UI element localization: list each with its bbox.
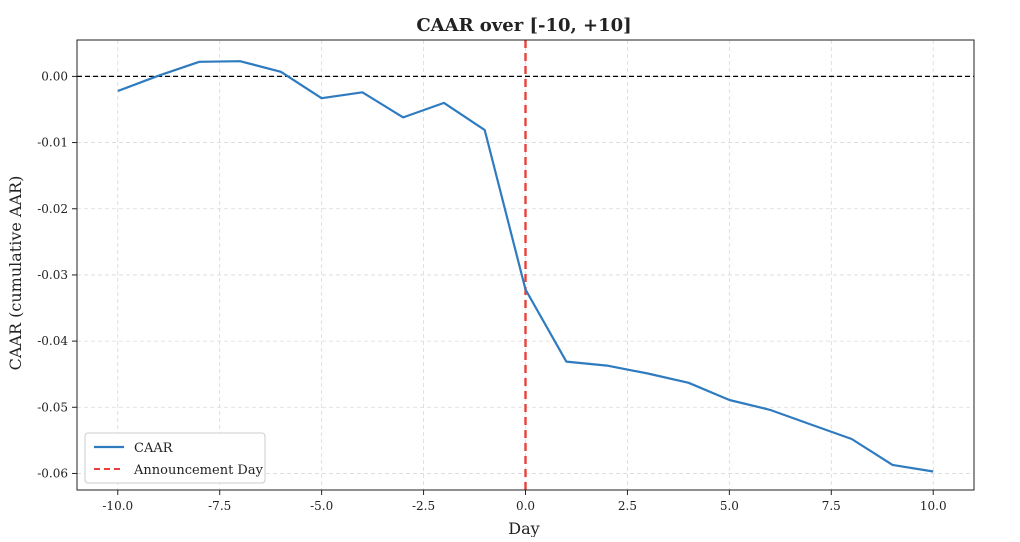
legend: CAAR Announcement Day xyxy=(85,433,265,483)
x-axis-title: Day xyxy=(508,519,539,537)
legend-label-announcement-day: Announcement Day xyxy=(133,463,264,478)
chart-title: CAAR over [-10, +10] xyxy=(416,15,631,36)
x-tick-label: 5.0 xyxy=(720,499,739,513)
legend-label-caar: CAAR xyxy=(134,441,174,456)
x-tick-label: -2.5 xyxy=(412,499,435,513)
reference-lines xyxy=(77,40,974,490)
x-tick-label: 10.0 xyxy=(920,499,947,513)
x-tick-label: -7.5 xyxy=(208,499,231,513)
y-tick-label: -0.02 xyxy=(37,202,68,216)
x-tick-label: 7.5 xyxy=(822,499,841,513)
y-tick-label: -0.06 xyxy=(37,466,68,480)
x-tick-label: -10.0 xyxy=(102,499,133,513)
y-tick-label: -0.03 xyxy=(37,268,68,282)
y-tick-label: -0.05 xyxy=(37,400,68,414)
x-tick-label: 2.5 xyxy=(618,499,637,513)
x-tick-label: 0.0 xyxy=(516,499,535,513)
y-tick-label: 0.00 xyxy=(41,69,68,83)
y-axis-title: CAAR (cumulative AAR) xyxy=(6,176,25,371)
y-tick-label: -0.04 xyxy=(37,334,68,348)
y-tick-label: -0.01 xyxy=(37,136,68,150)
x-tick-label: -5.0 xyxy=(310,499,333,513)
